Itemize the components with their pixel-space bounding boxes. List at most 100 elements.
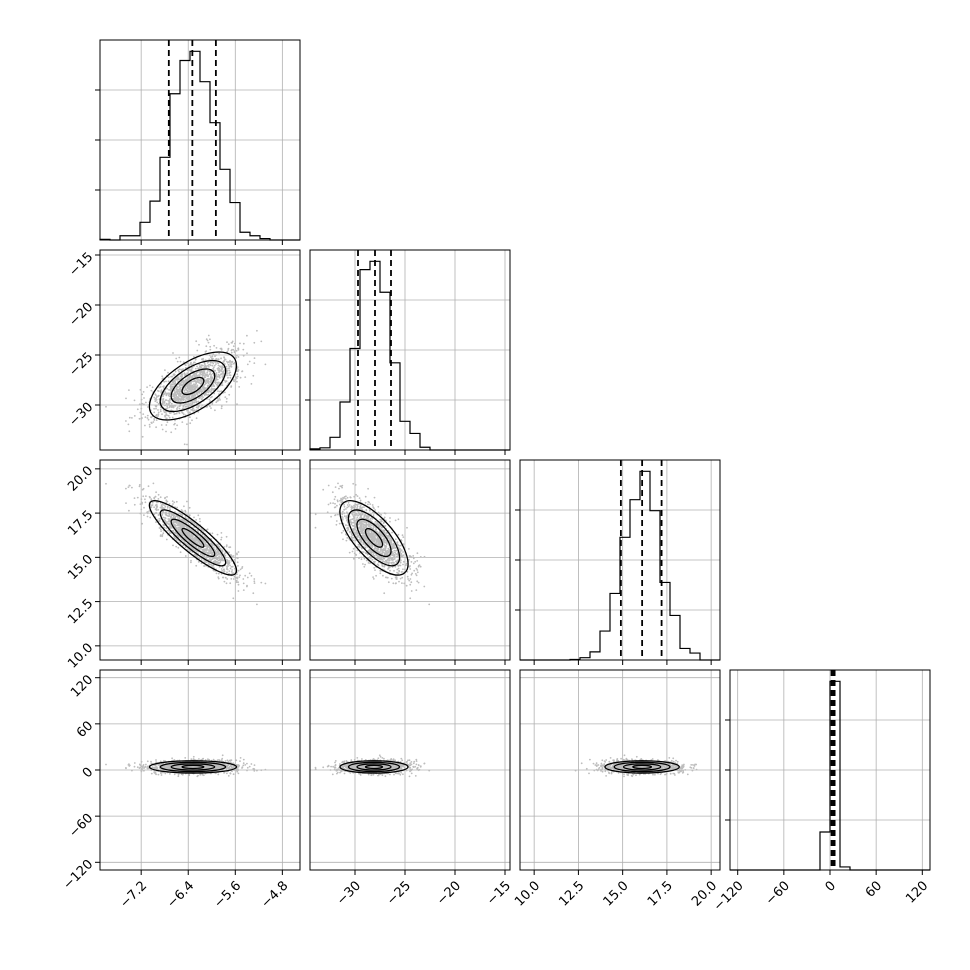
sample-point [401, 576, 404, 579]
sample-point [230, 351, 233, 354]
sample-point [207, 341, 210, 344]
sample-point [236, 354, 238, 357]
sample-point [229, 564, 231, 567]
sample-point [239, 574, 241, 577]
sample-point [211, 552, 213, 555]
sample-point [175, 377, 178, 380]
sample-point [164, 772, 167, 775]
sample-point [138, 485, 141, 488]
sample-point [392, 582, 395, 585]
sample-point [193, 516, 195, 519]
sample-point [314, 526, 317, 529]
sample-point [138, 417, 141, 420]
sample-point [393, 570, 395, 572]
sample-point [338, 522, 341, 525]
sample-point [185, 379, 188, 382]
sample-point [377, 564, 380, 567]
sample-point [167, 399, 170, 402]
sample-point [148, 426, 151, 428]
sample-point [379, 572, 382, 575]
sample-point [380, 548, 382, 551]
sample-point [242, 578, 245, 580]
sample-point [221, 376, 224, 379]
sample-point [242, 758, 245, 761]
sample-point [359, 538, 361, 541]
sample-point [417, 564, 420, 567]
sample-point [385, 559, 388, 562]
sample-point [197, 379, 199, 381]
sample-point [167, 376, 170, 379]
sample-point [133, 399, 136, 402]
sample-point [215, 372, 218, 374]
sample-point [171, 500, 174, 503]
sample-point [363, 565, 366, 568]
sample-point [178, 368, 181, 371]
sample-point [362, 523, 365, 526]
sample-point [213, 344, 216, 347]
sample-point [230, 365, 233, 368]
sample-point [413, 569, 416, 572]
sample-point [209, 348, 212, 351]
sample-point [196, 404, 199, 407]
sample-point [237, 356, 240, 358]
sample-point [217, 367, 220, 369]
sample-point [183, 443, 186, 446]
sample-point [336, 504, 338, 507]
sample-point [141, 522, 144, 525]
sample-point [348, 504, 351, 506]
sample-point [208, 373, 211, 376]
sample-point [161, 413, 163, 415]
sample-point [172, 544, 174, 547]
sample-point [228, 365, 231, 368]
sample-point [253, 580, 256, 583]
sample-point [250, 574, 253, 577]
sample-point [396, 541, 399, 544]
sample-point [329, 502, 332, 505]
sample-point [364, 539, 367, 542]
sample-point [142, 391, 145, 393]
sample-point [352, 557, 355, 560]
sample-point [356, 516, 359, 519]
sample-point [145, 763, 147, 766]
sample-point [219, 561, 222, 563]
sample-point [170, 402, 173, 405]
sample-point [358, 545, 361, 548]
sample-point [326, 511, 329, 514]
sample-point [181, 396, 183, 399]
sample-point [352, 536, 355, 539]
sample-point [367, 533, 369, 536]
panel-frame-0-0 [99, 39, 301, 241]
sample-point [165, 538, 168, 541]
sample-point [200, 373, 202, 376]
sample-point [218, 555, 221, 557]
sample-point [139, 411, 142, 414]
sample-point [220, 536, 223, 539]
sample-point [221, 372, 224, 375]
sample-point [371, 504, 374, 506]
sample-point [162, 511, 165, 513]
sample-point [244, 574, 247, 577]
sample-point [364, 495, 367, 498]
sample-point [388, 562, 391, 564]
sample-point [365, 509, 368, 511]
sample-point [174, 419, 176, 422]
sample-point [207, 380, 210, 383]
sample-point [162, 399, 165, 401]
sample-point [355, 518, 358, 520]
sample-point [167, 512, 170, 515]
sample-point [199, 520, 201, 523]
sample-point [210, 379, 212, 382]
sample-point [377, 524, 380, 526]
sample-point [195, 340, 198, 343]
sample-point [394, 576, 397, 579]
sample-point [186, 399, 189, 401]
sample-point [346, 506, 349, 509]
sample-point [241, 370, 244, 372]
sample-point [164, 399, 167, 401]
sample-point [178, 385, 181, 388]
sample-point [159, 410, 162, 413]
sample-point [231, 569, 234, 571]
sample-point [212, 353, 215, 355]
sample-point [229, 376, 232, 379]
sample-point [162, 377, 164, 380]
